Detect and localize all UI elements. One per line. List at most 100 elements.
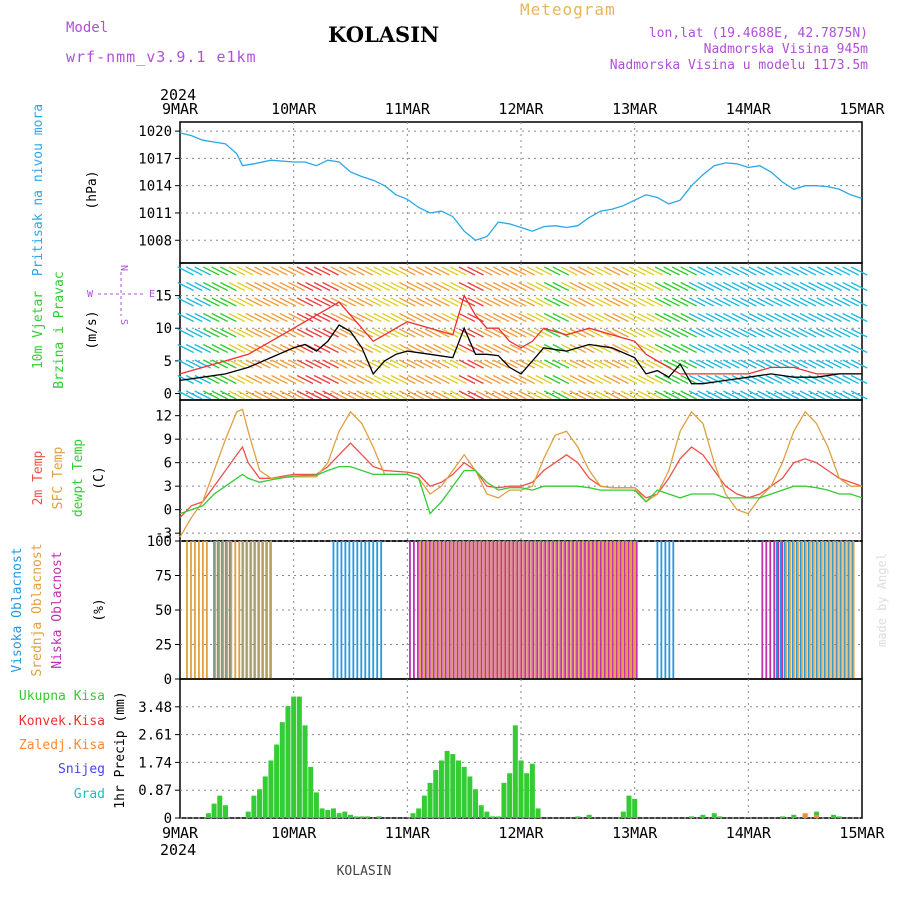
wind-barb [509, 312, 527, 323]
wind-barb [620, 359, 638, 369]
wind-barb [202, 390, 220, 400]
wind-barb [305, 328, 322, 338]
wind-barb [364, 328, 382, 338]
wind-barb [458, 312, 476, 323]
wind-barb [663, 297, 680, 307]
wind-barb [441, 374, 459, 385]
wind-barb [330, 266, 348, 276]
wind-barb [254, 343, 271, 354]
wind-barb [322, 281, 339, 292]
wind-barb [637, 374, 655, 385]
wind-barb [680, 297, 697, 307]
wind-barb [475, 297, 493, 307]
wind-barb [722, 312, 740, 323]
wind-barb [262, 297, 280, 307]
wind-barb [288, 359, 305, 369]
wind-barb [339, 343, 356, 354]
wind-barb [373, 266, 391, 276]
wind-barb [663, 312, 680, 323]
wind-barb [799, 390, 817, 400]
pressure-side-label: Pritisak na nivou mora [31, 104, 46, 276]
wind-barb [646, 359, 663, 369]
wind-barb [313, 374, 331, 385]
wind-barb [381, 343, 399, 354]
wind-barb [279, 281, 297, 292]
wind-barb [714, 312, 732, 323]
wind-barb [381, 297, 399, 307]
wind-barb [202, 297, 220, 307]
ytick-label: 5 [164, 354, 172, 370]
wind-barb [799, 359, 817, 369]
wind-barb [211, 312, 229, 323]
wind-barb [714, 390, 732, 400]
wind-barb [416, 281, 433, 292]
pressure-unit-label: (hPa) [85, 170, 100, 209]
wind-barb [339, 281, 356, 292]
wind-barb [219, 297, 237, 307]
wind-barb [578, 312, 595, 323]
wind-barb [237, 312, 254, 323]
wind-barb [646, 390, 663, 400]
precip-bar [359, 816, 365, 818]
wind-barb [407, 374, 425, 385]
wind-barb [646, 374, 663, 385]
wind-barb [757, 266, 774, 276]
wind-barb [296, 266, 314, 276]
wind-barb [288, 312, 305, 323]
time-axes: 2024 2024 9MAR 9MAR 10MAR 10MAR 11MAR 11MAR 12… [160, 86, 886, 859]
wind-barb [484, 281, 501, 292]
wind-barb [646, 281, 663, 292]
wind-barb [399, 390, 416, 400]
wind-barb [313, 266, 331, 276]
ytick-label: 0 [164, 503, 172, 519]
wind-barb [705, 281, 723, 292]
wind-barb [595, 390, 612, 400]
wind-barb [450, 281, 467, 292]
wind-barb [637, 328, 655, 338]
wind-barb [322, 312, 339, 323]
wind-barb [450, 328, 467, 338]
precip-bar [444, 750, 450, 818]
wind-barb [808, 328, 825, 338]
wind-barb [475, 374, 493, 385]
wind-barb [424, 312, 442, 323]
wind-barb [492, 328, 510, 338]
wind-barb [441, 297, 459, 307]
wind-barb [501, 343, 518, 354]
wind-barb [364, 374, 382, 385]
precip-bar [251, 795, 257, 818]
wind-barb [313, 359, 331, 369]
wind-barb [271, 312, 288, 323]
wind-barb [518, 359, 535, 369]
wind-barb [731, 297, 749, 307]
wind-barb [458, 328, 476, 338]
precip-bar [831, 814, 837, 818]
wind-barb [748, 266, 766, 276]
wind-barb [774, 297, 791, 307]
wind-gust-line [179, 293, 862, 375]
wind-barb [825, 343, 842, 354]
pressure-panel: 1008 1011 1014 1017 1020 [138, 121, 863, 264]
wind-barb [569, 390, 587, 400]
wind-barb [808, 266, 825, 276]
wind-barb [433, 312, 450, 323]
wind-barb [757, 297, 774, 307]
wind-barb [305, 390, 322, 400]
wind-barb [526, 266, 544, 276]
wind-barb [228, 374, 246, 385]
wind-barb [586, 374, 604, 385]
precip-bar [836, 816, 842, 818]
wind-barb [262, 374, 280, 385]
wind-barb [663, 281, 680, 292]
wind-barb [211, 266, 229, 276]
precip-bar [348, 814, 353, 818]
wind-barb [714, 297, 732, 307]
wind-barb [177, 359, 194, 369]
wind-barb [219, 281, 237, 292]
wind-barb [390, 359, 408, 369]
wind-barb [578, 266, 595, 276]
wind-barb [202, 359, 220, 369]
ytick-label: 0.87 [138, 783, 172, 799]
wind-barb [740, 312, 757, 323]
wind-barb [271, 266, 288, 276]
